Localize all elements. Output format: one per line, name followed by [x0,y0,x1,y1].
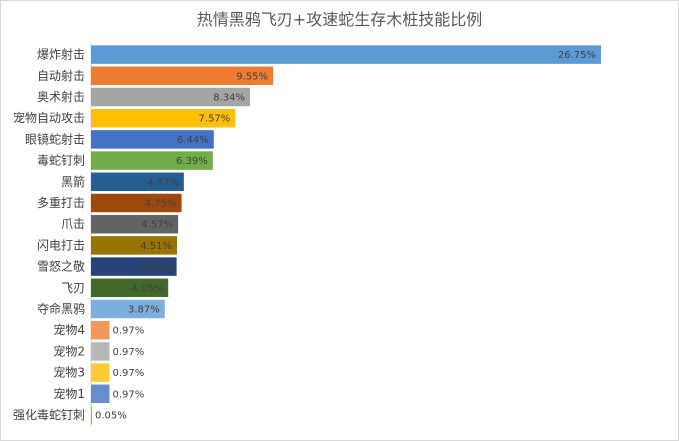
bar [91,45,601,64]
bar [91,320,110,340]
category-label: 夺命黑鸦 [37,301,85,316]
category-label: 毒蛇钉刺 [37,153,85,168]
category-label: 爆炸射击 [37,47,85,62]
category-label: 强化毒蛇钉刺 [13,407,85,422]
bar [91,151,213,170]
category-label: 爪击 [61,217,85,231]
bar [91,257,177,276]
category-label: 眼镜蛇射击 [25,131,85,146]
category-label: 宠物2 [53,343,85,358]
data-label: 0.97% [112,389,144,400]
category-label: 自动射击 [37,68,85,83]
bar [91,342,110,361]
data-label: 9.55% [236,71,268,82]
category-label: 黑箭 [61,174,85,189]
bar [91,236,177,255]
bar [91,363,110,382]
data-label: 26.75% [558,50,596,61]
bar [91,299,165,319]
bar [91,172,184,192]
bar [91,87,251,107]
data-label: 6.39% [176,156,208,167]
bar [91,108,236,128]
bars-layer: 爆炸射击 26.75% 自动射击 9.55% 奥术射击 8.34% 宠物自动攻击 7.57% 眼… [13,45,601,425]
bar [91,214,179,234]
data-label: 4.87% [147,177,179,188]
data-label: 0.05% [95,411,127,422]
data-label: 8.34% [213,93,245,104]
category-label: 闪电打击 [37,238,85,252]
category-label: 宠物1 [53,386,85,401]
data-label: 6.44% [177,135,209,146]
bar [91,66,274,86]
data-label: 4.57% [141,220,173,231]
data-label: 0.97% [112,347,144,358]
data-label: 4.75% [145,199,177,210]
bar [91,384,110,404]
data-label: 7.57% [199,114,231,125]
category-label: 多重打击 [37,196,85,210]
data-label: 0.97% [112,368,144,379]
category-label: 宠物自动攻击 [13,110,85,125]
category-label: 雪怒之敬 [37,259,85,274]
data-label: 0.97% [112,326,144,337]
chart-title: 热情黑鸦飞刃+攻速蛇生存木桩技能比例 [196,10,483,29]
category-label: 奥术射击 [37,89,85,104]
data-label: 4.51% [140,241,172,252]
bar [91,278,169,298]
category-label: 宠物4 [53,322,85,337]
data-label: 3.87% [128,305,160,316]
data-label: 4.49% [140,262,172,273]
category-label: 飞刃 [61,281,85,295]
data-label: 4.05% [131,283,163,294]
bar [91,193,182,213]
bar [91,405,92,425]
bar [91,130,214,149]
category-label: 宠物3 [53,365,85,380]
